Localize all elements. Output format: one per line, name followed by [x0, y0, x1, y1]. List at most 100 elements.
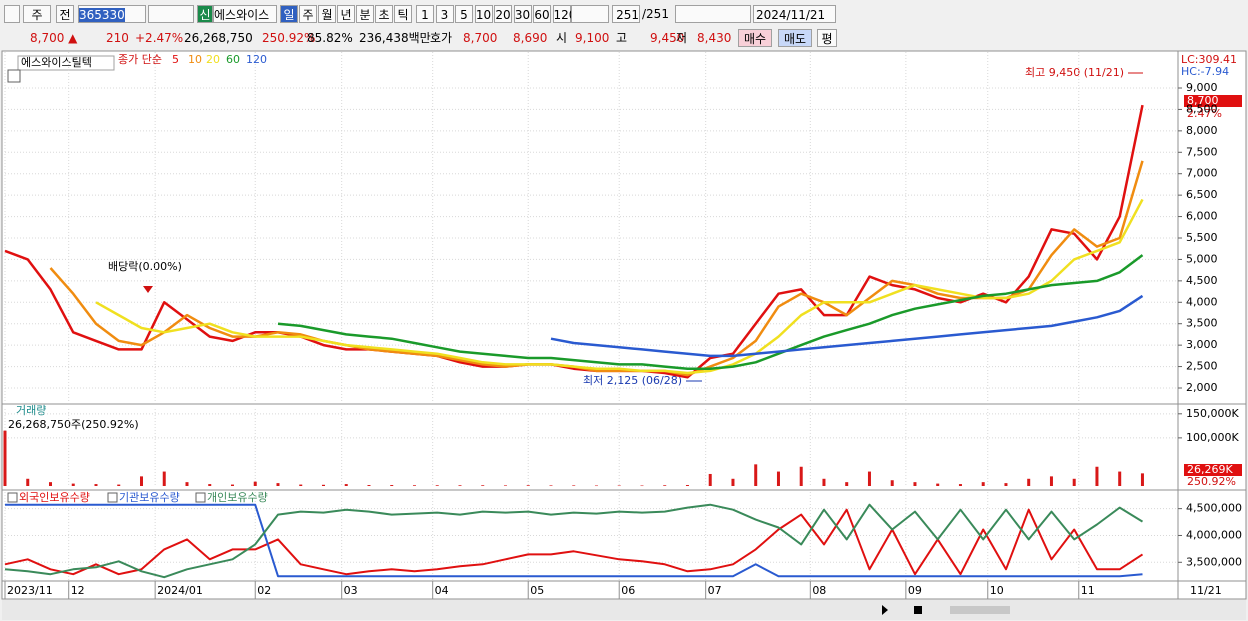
volume-bar	[754, 464, 758, 486]
volume-bar	[344, 484, 348, 486]
x-tick-label: 05	[530, 584, 544, 597]
volume-bar	[208, 484, 212, 486]
volume-bar	[185, 482, 189, 486]
volume-pct: 250.92%	[262, 31, 316, 45]
y-tick-label: 4,500,000	[1186, 502, 1242, 515]
change-pct: +2.47%	[135, 31, 184, 45]
unit-button[interactable]: 년	[337, 5, 355, 23]
x-tick-label: 10	[990, 584, 1004, 597]
series-line	[4, 508, 1144, 576]
x-tick-label: 03	[344, 584, 358, 597]
stop-icon[interactable]	[914, 606, 922, 614]
x-tick-label: 04	[435, 584, 449, 597]
interval-button[interactable]: 5	[455, 5, 473, 23]
volume-bar	[412, 485, 416, 486]
y-tick-label: 150,000K	[1186, 407, 1239, 420]
price: 8,700 ▲	[30, 31, 78, 45]
legend-entry: 120	[246, 53, 267, 66]
volume-bar	[276, 483, 280, 486]
volume-bar	[503, 485, 507, 486]
current-price: 8,700	[1187, 94, 1219, 107]
interval-button[interactable]: 120	[552, 5, 576, 23]
legend-entry: 기관보유수량	[119, 491, 180, 504]
volume-bar	[731, 478, 735, 486]
y-tick-label: 6,500	[1186, 188, 1218, 201]
unit-button[interactable]: 월	[318, 5, 336, 23]
hc-label: HC:-7.94	[1181, 65, 1229, 78]
unit-button[interactable]: 틱	[394, 5, 412, 23]
menu-icon[interactable]	[4, 5, 20, 23]
interval-button[interactable]: 30	[513, 5, 532, 23]
interval-button[interactable]: 1	[416, 5, 434, 23]
unit-button[interactable]: 분	[356, 5, 374, 23]
prev-button[interactable]: 전	[56, 5, 74, 23]
legend-checkbox	[195, 492, 206, 503]
blank-combo[interactable]	[571, 5, 609, 23]
high-label: 고	[616, 31, 628, 45]
search-icons[interactable]	[148, 5, 194, 23]
series-line	[277, 254, 1144, 370]
ask: 8,700	[463, 31, 498, 45]
unit-button[interactable]: 초	[375, 5, 393, 23]
current-volume: 26,269K	[1187, 463, 1233, 476]
y-tick-label: 7,000	[1186, 167, 1218, 180]
volume-bar	[367, 485, 371, 486]
open-label: 시	[556, 31, 568, 45]
calc-icon[interactable]	[7, 69, 21, 83]
volume-subtitle: 26,268,750주(250.92%)	[8, 418, 139, 431]
y-tick-label: 5,000	[1186, 252, 1218, 265]
avg-button[interactable]: 평	[817, 29, 837, 47]
y-tick-label: 8,500	[1186, 102, 1218, 115]
date-input[interactable]: 2024/11/21	[753, 5, 836, 23]
interval-button[interactable]: 20	[494, 5, 512, 23]
code-text: 365330	[79, 8, 125, 22]
volume-bar	[390, 485, 394, 486]
volume-bar	[1027, 478, 1031, 486]
play-icon[interactable]	[882, 605, 888, 615]
y-tick-label: 4,000,000	[1186, 528, 1242, 541]
sell-button[interactable]: 매도	[778, 29, 812, 47]
bid: 8,690	[513, 31, 548, 45]
volume-bar	[981, 482, 985, 486]
new-badge: 신	[197, 5, 213, 23]
y-tick-label: 5,500	[1186, 231, 1218, 244]
volume-bar	[435, 485, 439, 486]
count-input[interactable]: 251	[612, 5, 640, 23]
high: 9,450	[650, 31, 685, 45]
unit-button[interactable]: 일	[280, 5, 298, 23]
y-tick-label: 100,000K	[1186, 431, 1239, 444]
legend-title: 종가 단순	[118, 53, 162, 66]
current-pct: 2.47%	[1187, 107, 1222, 120]
x-tick-label: 2023/11	[7, 584, 53, 597]
period-combo[interactable]: 주	[23, 5, 51, 23]
buy-button[interactable]: 매수	[738, 29, 772, 47]
volume: 26,268,750	[184, 31, 253, 45]
y-tick-label: 9,000	[1186, 81, 1218, 94]
scroll-bar[interactable]	[2, 600, 1246, 620]
current-price-box	[1184, 95, 1242, 107]
unit-button[interactable]: 주	[299, 5, 317, 23]
scroll-thumb[interactable]	[950, 606, 1010, 614]
volume-bar	[913, 482, 917, 486]
interval-button[interactable]: 60	[533, 5, 551, 23]
y-tick-label: 3,500,000	[1186, 555, 1242, 568]
code-input[interactable]: 365330	[78, 5, 146, 23]
current-volume-pct: 250.92%	[1187, 475, 1236, 488]
interval-button[interactable]: 3	[435, 5, 454, 23]
tool-icons[interactable]	[675, 5, 751, 23]
volume-bar	[71, 483, 75, 486]
x-tick-label: 09	[908, 584, 922, 597]
volume-bar	[321, 484, 325, 486]
interval-button[interactable]: 10	[474, 5, 493, 23]
turnover: 85.82%	[307, 31, 353, 45]
dividend-note: 배당락(0.00%)	[108, 260, 182, 273]
volume-bar	[1049, 476, 1053, 486]
volume-bar	[94, 484, 98, 486]
low-label: 저	[676, 31, 688, 45]
volume-bar	[117, 484, 121, 486]
volume-bar	[230, 484, 234, 486]
series-line	[5, 503, 1143, 578]
legend-entry: 10	[188, 53, 202, 66]
volume-bar	[936, 483, 940, 486]
